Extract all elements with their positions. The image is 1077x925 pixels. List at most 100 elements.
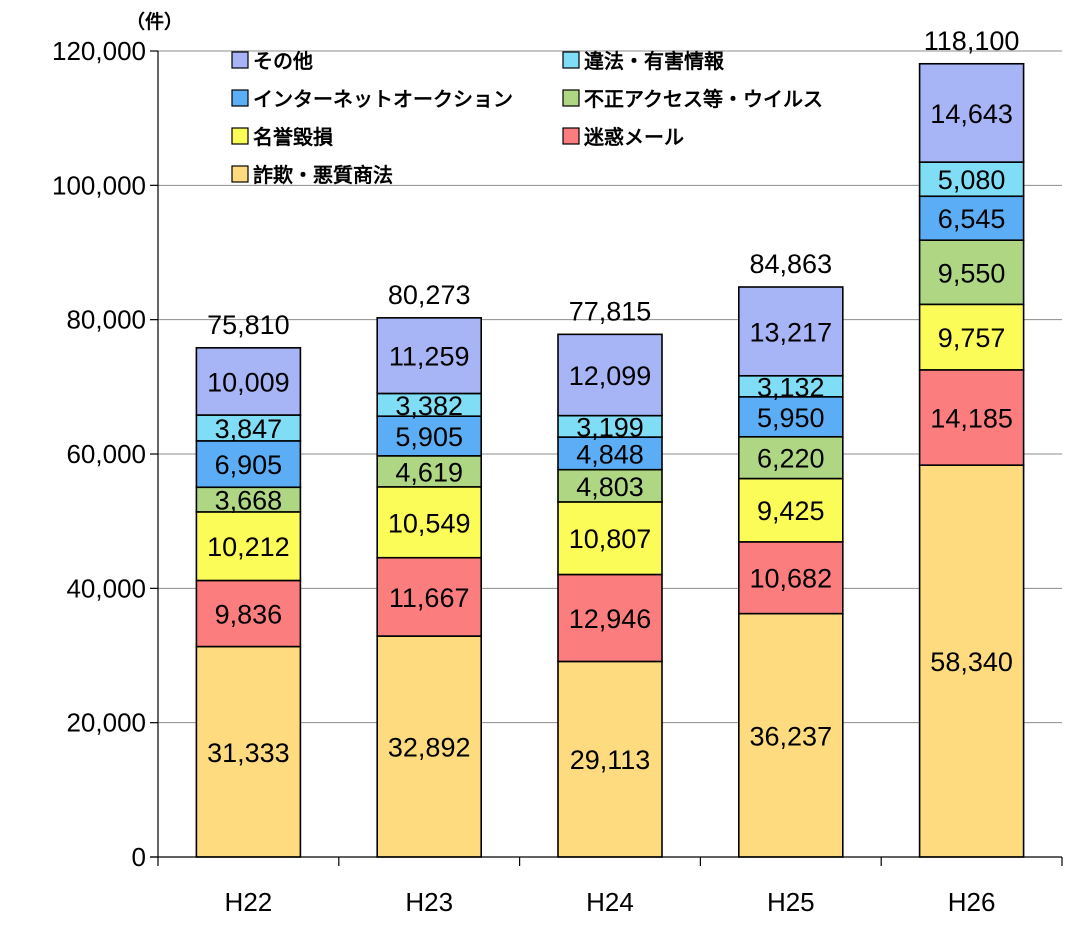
bar-segment xyxy=(918,62,1025,163)
y-tick-label: 40,000 xyxy=(66,573,146,603)
total-value-label: 77,815 xyxy=(569,296,652,326)
bar-segment xyxy=(918,195,1025,241)
legend-swatch xyxy=(231,127,249,145)
total-value-label: 75,810 xyxy=(207,310,290,340)
bar-segment xyxy=(195,579,302,648)
segment-value-label: 11,259 xyxy=(389,342,470,372)
segment-value-label: 58,340 xyxy=(930,647,1013,677)
legend-label: 不正アクセス等・ウイルス xyxy=(584,87,823,111)
bar-segment xyxy=(557,573,663,663)
bar-segment xyxy=(557,660,663,858)
bar-segment xyxy=(557,436,663,471)
bar-segment xyxy=(376,317,483,395)
segment-value-label: 3,199 xyxy=(576,412,644,442)
legend-label: 違法・有害情報 xyxy=(584,49,725,73)
segment-value-label: 10,009 xyxy=(207,367,290,397)
labels-layer: 0 20,000 40,000 60,000 80,000 100,000 120,000 3… xyxy=(52,26,1019,917)
bar-segment xyxy=(195,414,302,442)
legend-swatch xyxy=(231,51,249,69)
y-tick-label: 120,000 xyxy=(52,36,146,66)
segment-value-label: 5,905 xyxy=(395,422,463,452)
segment-value-label: 3,847 xyxy=(215,414,283,444)
segment-value-label: 13,217 xyxy=(750,317,833,347)
bars-layer xyxy=(195,62,1025,858)
legend-label: 迷惑メール xyxy=(583,125,684,149)
bar-segment xyxy=(918,464,1025,858)
segment-value-label: 11,667 xyxy=(389,583,470,613)
axes-layer xyxy=(150,50,1063,866)
segment-value-label: 10,549 xyxy=(388,508,471,538)
segment-value-label: 14,185 xyxy=(930,404,1013,434)
segment-value-label: 5,080 xyxy=(938,165,1006,195)
segment-value-label: 10,212 xyxy=(207,532,290,562)
legend-swatch xyxy=(231,89,249,107)
segment-value-label: 5,950 xyxy=(757,403,825,433)
segment-value-label: 12,946 xyxy=(569,604,652,634)
bar-segment xyxy=(557,468,663,503)
bar-segment xyxy=(918,239,1025,306)
x-category-label: H25 xyxy=(767,887,815,917)
bar-segment xyxy=(737,435,844,480)
segment-value-label: 32,892 xyxy=(388,733,471,763)
segment-value-label: 10,682 xyxy=(750,564,833,594)
legend-label: 名誉毀損 xyxy=(253,125,334,149)
segment-value-label: 12,099 xyxy=(569,361,652,391)
y-tick-label: 100,000 xyxy=(52,170,146,200)
bar-segment xyxy=(195,347,302,416)
segment-value-label: 4,803 xyxy=(576,472,644,502)
x-category-label: H22 xyxy=(225,887,273,917)
total-value-label: 84,863 xyxy=(750,249,833,279)
segment-value-label: 6,545 xyxy=(938,204,1006,234)
bar-segment xyxy=(918,303,1025,371)
segment-value-label: 3,668 xyxy=(215,486,283,516)
bar-segment xyxy=(737,286,844,377)
bar-segment xyxy=(737,477,844,543)
legend-label: インターネットオークション xyxy=(253,87,513,111)
bar-segment xyxy=(737,541,844,615)
legend-swatch xyxy=(562,51,580,69)
segment-value-label: 14,643 xyxy=(930,99,1013,129)
segment-value-label: 31,333 xyxy=(207,738,290,768)
bar-segment xyxy=(737,612,844,858)
segment-value-label: 4,848 xyxy=(576,439,644,469)
bar-segment xyxy=(557,501,663,576)
y-tick-label: 20,000 xyxy=(66,708,146,738)
segment-value-label: 9,425 xyxy=(757,496,825,526)
x-category-label: H23 xyxy=(405,887,453,917)
legend-swatch xyxy=(562,89,580,107)
bar-segment xyxy=(195,440,302,489)
segment-value-label: 6,905 xyxy=(215,450,283,480)
segment-value-label: 29,113 xyxy=(570,745,651,775)
legend-swatch xyxy=(231,165,249,183)
legend-label: 詐欺・悪質商法 xyxy=(253,163,393,187)
bar-segment xyxy=(376,556,483,637)
segment-value-label: 6,220 xyxy=(757,444,825,474)
legend-swatch xyxy=(562,127,580,145)
y-tick-label: 0 xyxy=(132,842,146,872)
x-category-label: H24 xyxy=(586,887,634,917)
legend-label: その他 xyxy=(253,49,313,73)
segment-value-label: 3,382 xyxy=(395,391,463,421)
y-tick-label: 80,000 xyxy=(66,305,146,335)
segment-value-label: 9,836 xyxy=(215,600,283,630)
y-tick-label: 60,000 xyxy=(66,439,146,469)
bar-segment xyxy=(376,455,483,488)
segment-value-label: 36,237 xyxy=(750,721,833,751)
total-value-label: 118,100 xyxy=(924,26,1020,56)
segment-value-label: 9,550 xyxy=(938,258,1006,288)
bar-segment xyxy=(195,511,302,582)
segment-value-label: 3,132 xyxy=(757,372,825,402)
y-unit-label: （件） xyxy=(126,10,183,33)
bar-segment xyxy=(918,161,1025,198)
bar-segment xyxy=(737,396,844,438)
segment-value-label: 10,807 xyxy=(569,524,652,554)
bar-segment xyxy=(376,486,483,559)
segment-value-label: 9,757 xyxy=(938,323,1006,353)
x-category-label: H26 xyxy=(948,887,996,917)
bar-segment xyxy=(376,635,483,858)
total-value-label: 80,273 xyxy=(388,280,471,310)
segment-value-label: 4,619 xyxy=(395,457,463,487)
